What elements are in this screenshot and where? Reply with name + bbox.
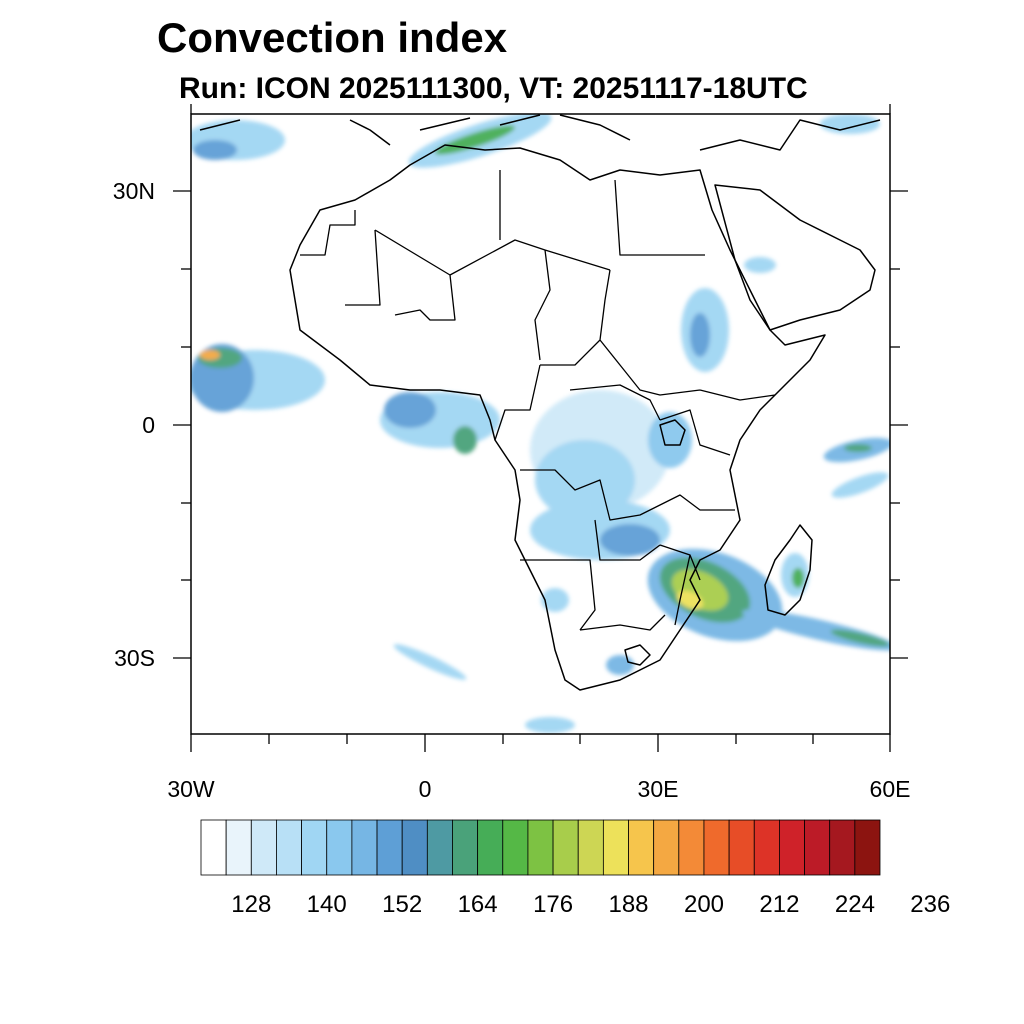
- field-red-sea: [744, 257, 776, 273]
- field-nw-atlantic-core: [193, 140, 237, 160]
- colorbar-label: 176: [533, 891, 573, 918]
- field-east-indian-ocean-core: [844, 444, 872, 452]
- field-congo-mid: [535, 440, 635, 520]
- colorbar-swatch: [301, 819, 328, 876]
- lake-victoria: [659, 419, 686, 446]
- lat-tick-label: 0: [142, 412, 155, 438]
- field-atlantic-itcz-peak: [200, 350, 220, 360]
- colorbar-label: 128: [231, 891, 271, 918]
- colorbar-labels: 128 140 152 164 176 188 200 212 224 236: [231, 891, 950, 918]
- field-east-indian-ocean-2: [831, 472, 889, 498]
- colorbar-swatch: [426, 819, 453, 876]
- colorbar-label: 200: [684, 891, 724, 918]
- colorbar-label: 224: [835, 891, 875, 918]
- lon-tick-label: 60E: [870, 776, 911, 802]
- colorbar-swatch: [653, 819, 680, 876]
- lesotho: [624, 644, 651, 666]
- lat-tick-label: 30N: [113, 178, 155, 204]
- colorbar-swatch: [703, 819, 730, 876]
- lat-tick-label: 30S: [114, 645, 155, 671]
- colorbar-swatch: [200, 819, 227, 876]
- lon-tick-label: 30E: [638, 776, 679, 802]
- colorbar-swatch: [502, 819, 529, 876]
- colorbar-swatch: [351, 819, 378, 876]
- lon-tick-labels: 30W 0 30E 60E: [167, 776, 910, 802]
- chart-subtitle: Run: ICON 2025111300, VT: 20251117-18UTC: [179, 72, 808, 105]
- colorbar-swatch: [477, 819, 504, 876]
- field-ethiopia-core: [690, 313, 710, 357]
- field-indian-ocean-core: [830, 629, 890, 647]
- africa-coastline: [289, 144, 826, 691]
- colorbar-swatch: [728, 819, 755, 876]
- colorbar-swatch: [829, 819, 856, 876]
- chart-title: Convection index: [157, 14, 508, 61]
- map-frame: [190, 113, 891, 735]
- colorbar-swatch: [401, 819, 428, 876]
- colorbar-label: 164: [458, 891, 498, 918]
- colorbar-label: 188: [608, 891, 648, 918]
- field-madagascar-core: [792, 568, 804, 588]
- colorbar-swatch: [326, 819, 353, 876]
- colorbar-label: 212: [759, 891, 799, 918]
- colorbar: [200, 819, 881, 876]
- colorbar-label: 152: [382, 891, 422, 918]
- colorbar-label: 236: [910, 891, 950, 918]
- field-gulf-of-guinea-core: [453, 426, 477, 454]
- country-borders: [300, 170, 776, 631]
- colorbar-swatch: [452, 819, 479, 876]
- tick-marks: [173, 104, 908, 752]
- colorbar-swatch: [577, 819, 604, 876]
- field-south-atlantic: [393, 644, 467, 680]
- arabia-coastline: [714, 184, 876, 331]
- field-lakes: [648, 412, 692, 468]
- colorbar-swatch: [225, 819, 252, 876]
- map-outlines: [199, 114, 881, 691]
- field-namibia: [541, 588, 569, 612]
- field-eastern-med: [820, 114, 880, 134]
- field-gulf-of-guinea-mid: [384, 392, 436, 428]
- convection-field: [191, 114, 890, 733]
- colorbar-swatch: [552, 819, 579, 876]
- colorbar-swatch: [753, 819, 780, 876]
- field-mediterranean-core: [434, 125, 516, 155]
- colorbar-swatch: [602, 819, 629, 876]
- field-south-africa: [606, 655, 634, 675]
- colorbar-swatch: [804, 819, 831, 876]
- colorbar-swatch: [527, 819, 554, 876]
- colorbar-swatch: [779, 819, 805, 876]
- field-southern-ocean: [525, 717, 575, 733]
- colorbar-swatch: [854, 819, 881, 876]
- colorbar-swatch: [376, 819, 403, 876]
- lon-tick-label: 0: [419, 776, 432, 802]
- colorbar-swatch: [678, 819, 705, 876]
- lon-tick-label: 30W: [167, 776, 215, 802]
- field-zambia-core: [600, 524, 660, 556]
- europe-coastline: [199, 114, 881, 151]
- colorbar-swatch: [628, 819, 655, 876]
- colorbar-swatch: [250, 819, 277, 876]
- madagascar-coastline: [764, 524, 813, 616]
- colorbar-label: 140: [307, 891, 347, 918]
- colorbar-swatch: [276, 819, 302, 876]
- lat-tick-labels: 30N 0 30S: [113, 178, 155, 671]
